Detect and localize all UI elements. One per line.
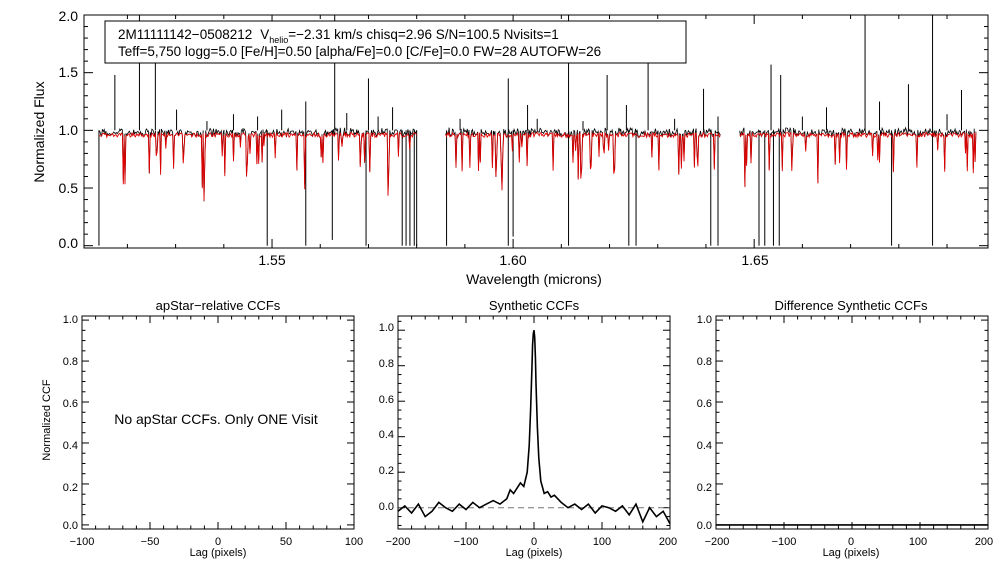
- spectrum-ylabel: Normalized Flux: [31, 81, 47, 182]
- model-spectrum-segment: [445, 131, 721, 191]
- apstar-xtick-label: −100: [70, 536, 95, 548]
- synthetic-xtick-label: 0: [531, 536, 537, 548]
- synthetic-xtick-label: 100: [593, 536, 611, 548]
- model-spectrum-series: [98, 131, 977, 201]
- spectrum-panel: 1.55 1.60 1.65 0.0 0.5 1.0 1.5 2.0 Wavel…: [31, 8, 989, 287]
- difference-ytick-label: 0.0: [697, 520, 712, 532]
- synthetic-title: Synthetic CCFs: [489, 298, 580, 313]
- difference-title: Difference Synthetic CCFs: [775, 298, 928, 313]
- synthetic-ytick-label: 0.0: [379, 501, 394, 513]
- spectrum-xtick-label: 1.60: [499, 252, 526, 268]
- spectrum-xtick-label: 1.55: [258, 252, 285, 268]
- annotation-helio-subscript: helio: [269, 35, 288, 45]
- model-spectrum-segment: [98, 131, 418, 201]
- apstar-ytick-label: 0.4: [63, 440, 78, 452]
- apstar-ytick-label: 0.6: [63, 398, 78, 410]
- synthetic-xlabel: Lag (pixels): [506, 547, 563, 559]
- apstar-ytick-label: 0.8: [63, 356, 78, 368]
- synthetic-ccf-curve: [397, 330, 671, 525]
- difference-axes-frame: [715, 315, 989, 530]
- synthetic-ytick-label: 0.8: [379, 358, 394, 370]
- apstar-title: apStar−relative CCFs: [156, 298, 281, 313]
- annotation-line-1-rest: =−2.31 km/s chisq=2.96 S/N=100.5 Nvisits…: [288, 27, 559, 42]
- difference-xtick-label: −200: [705, 536, 730, 548]
- difference-ytick-label: 0.8: [697, 356, 712, 368]
- apstar-xtick-label: −50: [141, 536, 160, 548]
- synthetic-xtick-label: 200: [659, 536, 677, 548]
- difference-xtick-label: 200: [975, 536, 993, 548]
- annotation-star-id: 2M11111142−0508212: [118, 27, 252, 42]
- apstar-ytick-label: 1.0: [63, 314, 78, 326]
- spectrum-ytick-label: 1.0: [59, 122, 79, 138]
- annotation-v-symbol: V: [260, 27, 269, 42]
- spectrum-axes-frame: [83, 14, 989, 249]
- difference-ytick-label: 1.0: [697, 314, 712, 326]
- annotation-line-1: 2M11111142−0508212 Vhelio=−2.31 km/s chis…: [118, 27, 559, 45]
- spectrum-ytick-label: 2.0: [59, 8, 79, 24]
- difference-xtick-label: 100: [909, 536, 927, 548]
- synthetic-xtick-label: −100: [454, 536, 479, 548]
- synthetic-ccf-panel: Synthetic CCFs Lag (pixels) −200 −100 0 …: [379, 298, 677, 559]
- difference-ccf-panel: Difference Synthetic CCFs Lag (pixels) −…: [697, 298, 993, 559]
- spectrum-xtick-label: 1.65: [741, 252, 768, 268]
- synthetic-ytick-label: 0.4: [379, 429, 394, 441]
- synthetic-ytick-label: 1.0: [379, 322, 394, 334]
- spectrum-ytick-label: 1.5: [59, 64, 79, 80]
- difference-xtick-label: −100: [772, 536, 797, 548]
- difference-xlabel: Lag (pixels): [823, 547, 880, 559]
- apstar-xtick-label: 50: [280, 536, 292, 548]
- synthetic-xtick-label: −200: [386, 536, 411, 548]
- apstar-ylabel: Normalized CCF: [41, 379, 53, 461]
- apstar-xtick-label: 100: [345, 536, 363, 548]
- apstar-empty-message: No apStar CCFs. Only ONE Visit: [114, 411, 318, 427]
- model-spectrum-segment: [739, 131, 977, 188]
- apstar-axes-frame: [81, 315, 355, 530]
- difference-ytick-label: 0.4: [697, 440, 712, 452]
- apstar-xlabel: Lag (pixels): [190, 547, 247, 559]
- apstar-ytick-label: 0.0: [63, 520, 78, 532]
- spectrum-ytick-label: 0.0: [59, 235, 79, 251]
- annotation-box-frame: [104, 20, 687, 64]
- difference-ytick-label: 0.6: [697, 398, 712, 410]
- annotation-line-2: Teff=5,750 logg=5.0 [Fe/H]=0.50 [alpha/F…: [118, 44, 601, 59]
- spectrum-tick-marks: [84, 14, 988, 248]
- spectrum-annotation-box: 2M11111142−0508212 Vhelio=−2.31 km/s chis…: [104, 20, 687, 64]
- spectrum-xlabel: Wavelength (microns): [466, 271, 602, 287]
- synthetic-axes-frame: [397, 315, 671, 530]
- synthetic-ytick-label: 0.6: [379, 394, 394, 406]
- apstar-xtick-label: 0: [215, 536, 221, 548]
- difference-ytick-label: 0.2: [697, 482, 712, 494]
- synthetic-ytick-label: 0.2: [379, 465, 394, 477]
- apstar-ccf-panel: apStar−relative CCFs No apStar CCFs. Onl…: [41, 298, 363, 559]
- apstar-tick-marks: [81, 316, 355, 529]
- apstar-ytick-label: 0.2: [63, 482, 78, 494]
- difference-xtick-label: 0: [848, 536, 854, 548]
- spectrum-ytick-label: 0.5: [59, 180, 79, 196]
